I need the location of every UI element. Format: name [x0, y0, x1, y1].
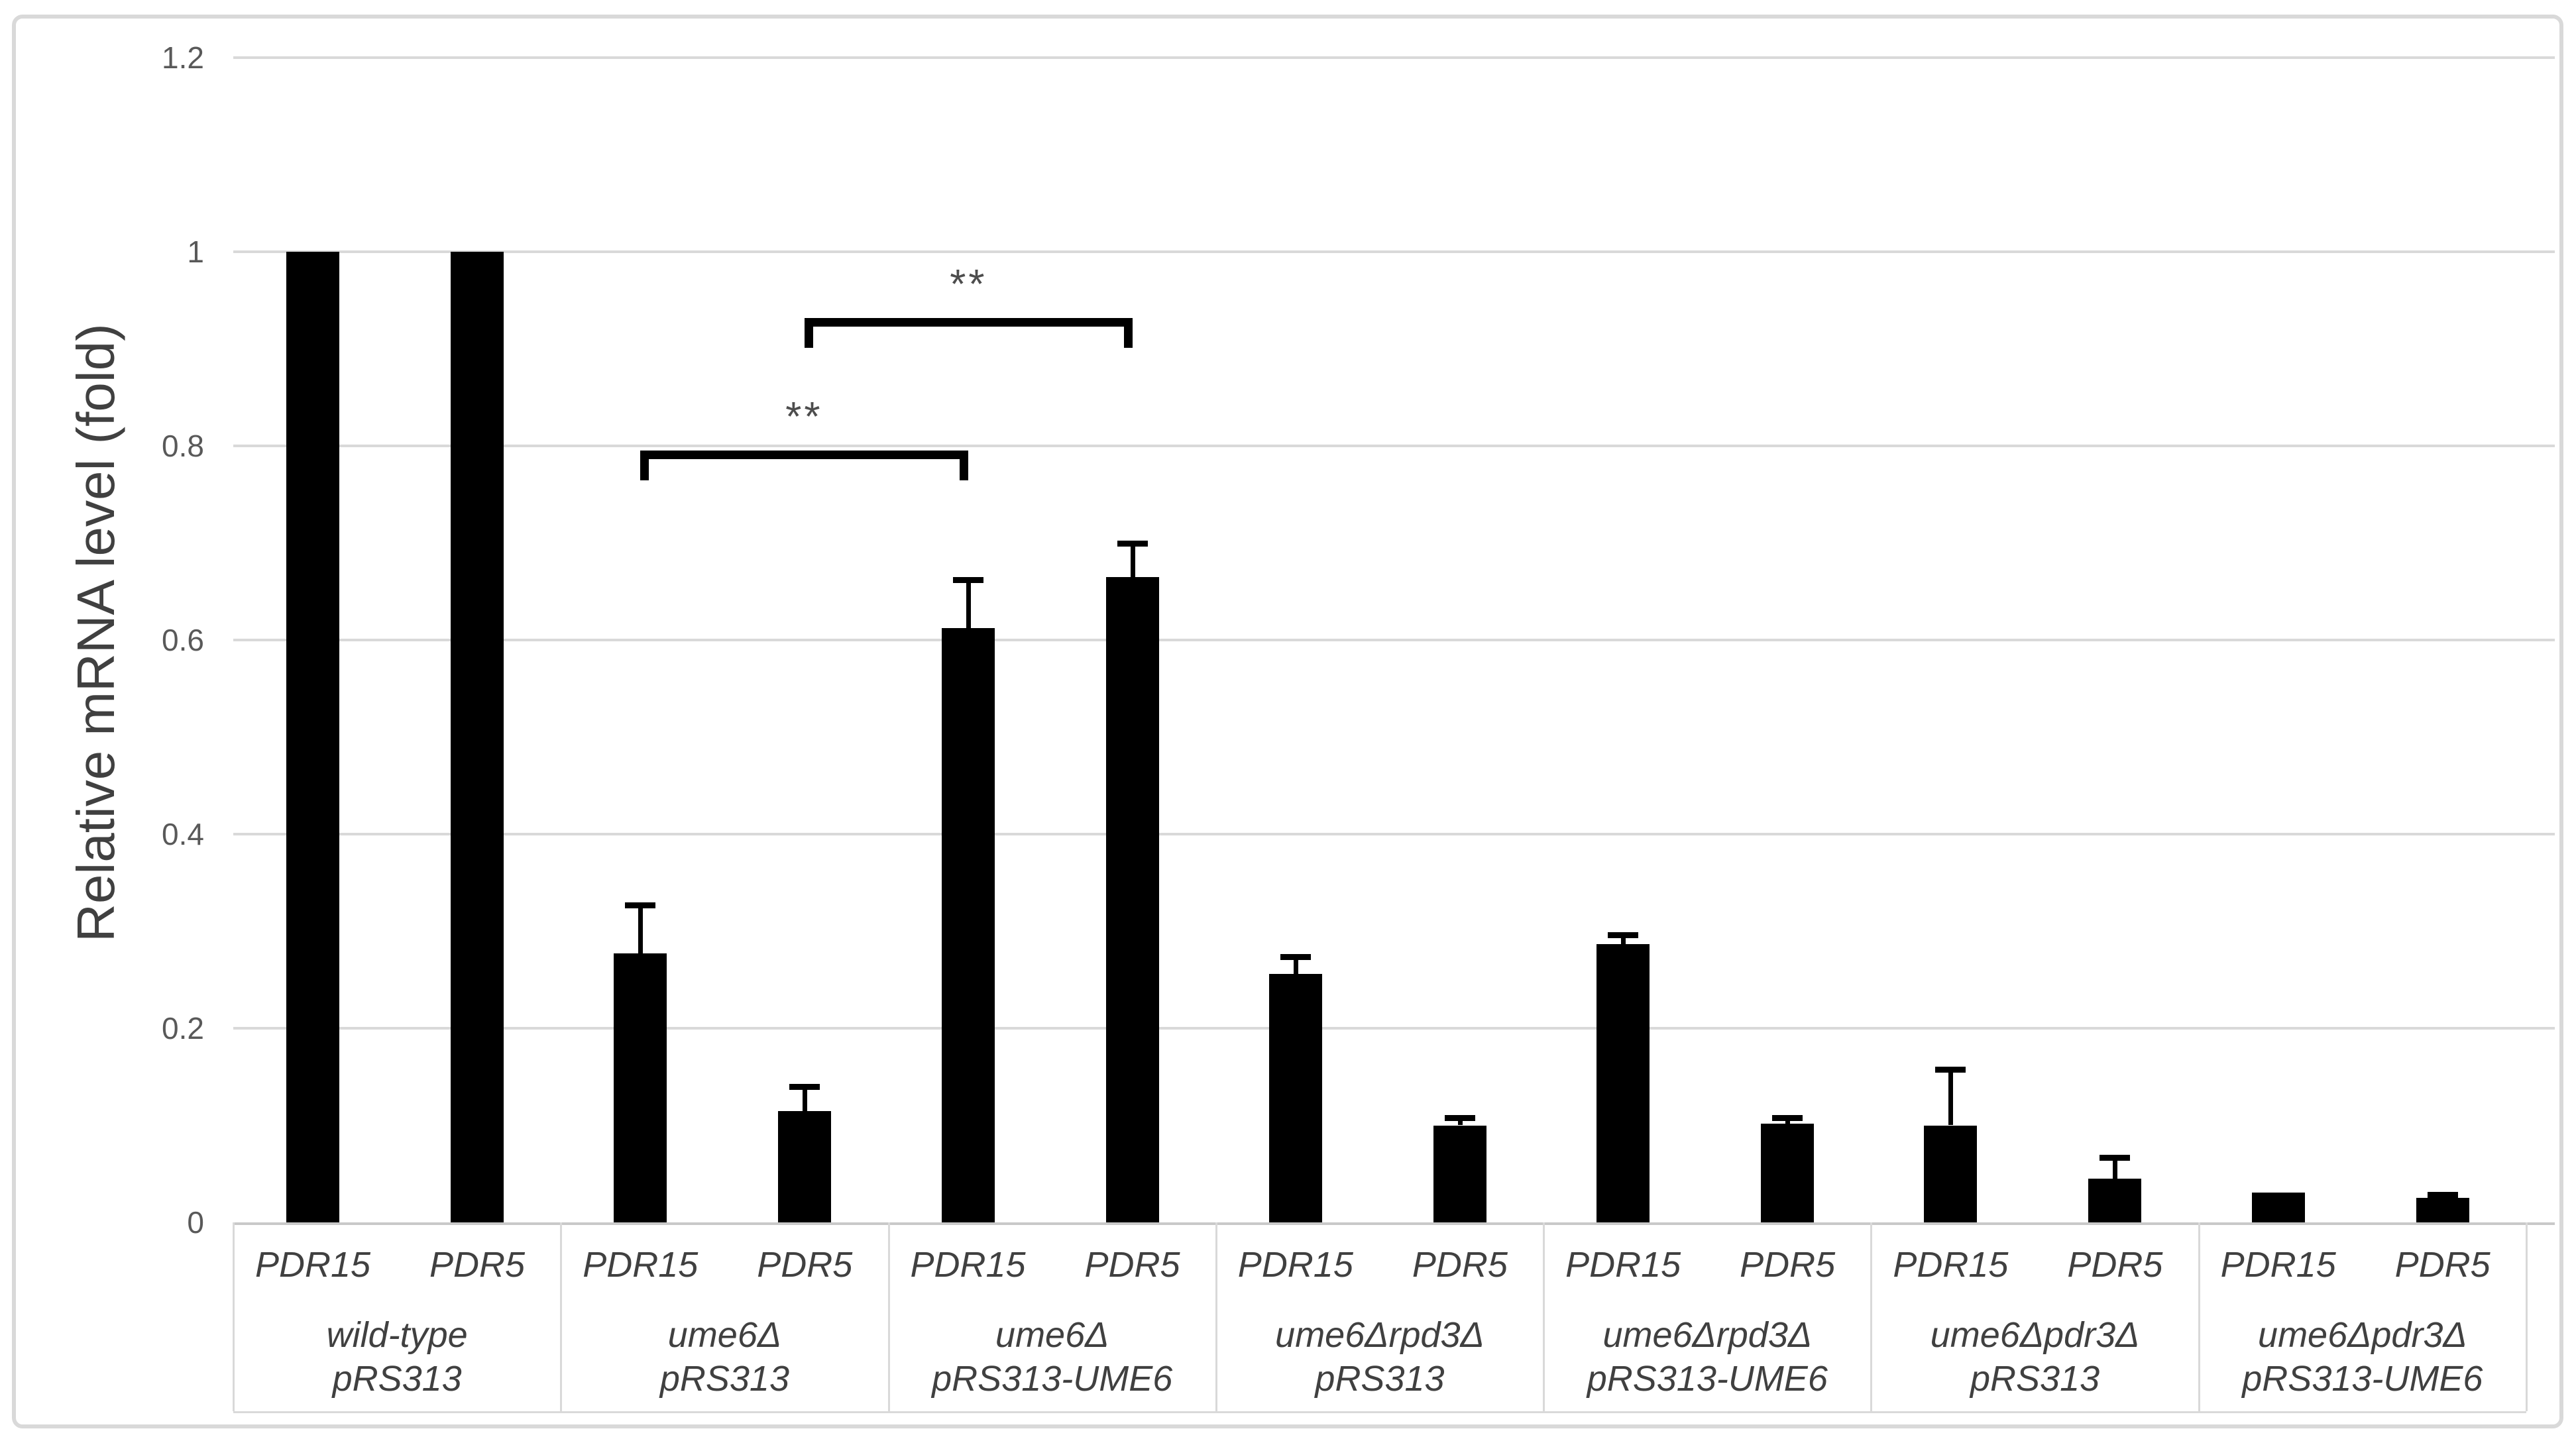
bar-PDR5-group6 — [2088, 1179, 2142, 1222]
bar-PDR5-group2 — [778, 1110, 832, 1222]
error-bar-PDR15-group3 — [966, 580, 971, 629]
strain-name: ume6Δ — [667, 1315, 782, 1355]
error-bar-cap-PDR5-group7 — [2427, 1191, 2458, 1198]
gridline-0.2 — [233, 1027, 2555, 1030]
strain-name: ume6Δpdr3Δ — [2258, 1315, 2467, 1355]
group-strain-label-1: wild-type pRS313 — [233, 1313, 561, 1401]
group-separator — [1543, 1222, 1545, 1411]
bar-PDR15-group7 — [2251, 1192, 2305, 1222]
bar-label-PDR15-group2: PDR15 — [583, 1245, 699, 1285]
bar-label-PDR15-group3: PDR15 — [910, 1245, 1026, 1285]
gridline-0.8 — [233, 445, 2555, 447]
group-separator — [1215, 1222, 1217, 1411]
bar-label-PDR15-group1: PDR15 — [254, 1245, 371, 1285]
bar-label-PDR15-group7: PDR15 — [2220, 1245, 2336, 1285]
significance-stars-1: ** — [785, 394, 823, 441]
y-tick-label-0.2: 0.2 — [162, 1011, 204, 1045]
error-bar-cap-PDR15-group5 — [1608, 932, 1639, 939]
label-band-bottom-border — [233, 1411, 2526, 1413]
plasmid-name: pRS313-UME6 — [2242, 1359, 2483, 1399]
bar-label-PDR15-group4: PDR15 — [1237, 1245, 1353, 1285]
error-bar-PDR15-group2 — [638, 904, 644, 954]
significance-bracket-2 — [805, 317, 1133, 348]
figure-border — [12, 15, 2563, 1428]
group-strain-label-7: ume6Δpdr3Δ pRS313-UME6 — [2199, 1313, 2526, 1401]
bar-label-PDR5-group5: PDR5 — [1740, 1245, 1836, 1285]
error-bar-cap-PDR15-group4 — [1280, 953, 1311, 960]
x-axis-line — [233, 1222, 2555, 1225]
group-strain-label-2: ume6Δ pRS313 — [561, 1313, 888, 1401]
bar-PDR15-group2 — [614, 953, 667, 1222]
error-bar-cap-PDR15-group3 — [952, 577, 983, 584]
bar-PDR5-group7 — [2416, 1198, 2469, 1222]
gridline-0.6 — [233, 639, 2555, 641]
group-strain-label-4: ume6Δrpd3Δ pRS313 — [1216, 1313, 1543, 1401]
group-strain-label-5: ume6Δrpd3Δ pRS313-UME6 — [1543, 1313, 1871, 1401]
plasmid-name: pRS313 — [659, 1359, 789, 1399]
error-bar-PDR15-group4 — [1293, 956, 1298, 974]
group-separator — [560, 1222, 563, 1411]
plasmid-name: pRS313 — [1315, 1359, 1445, 1399]
bar-label-PDR5-group3: PDR5 — [1084, 1245, 1180, 1285]
group-strain-label-6: ume6Δpdr3Δ pRS313 — [1871, 1313, 2198, 1401]
error-bar-PDR5-group6 — [2113, 1157, 2118, 1179]
strain-name: wild-type — [326, 1315, 468, 1355]
y-tick-label-1: 1 — [187, 235, 204, 269]
bar-PDR5-group3 — [1105, 576, 1159, 1222]
strain-name: ume6Δrpd3Δ — [1275, 1315, 1484, 1355]
gridline-0.4 — [233, 833, 2555, 835]
bar-PDR5-group1 — [451, 252, 504, 1222]
bar-PDR15-group4 — [1268, 973, 1322, 1222]
error-bar-PDR15-group5 — [1621, 935, 1626, 944]
strain-name: ume6Δpdr3Δ — [1930, 1315, 2140, 1355]
error-bar-cap-PDR5-group3 — [1117, 540, 1148, 547]
group-separator — [887, 1222, 890, 1411]
bar-PDR15-group3 — [941, 628, 995, 1222]
bar-label-PDR5-group6: PDR5 — [2067, 1245, 2163, 1285]
group-separator — [2526, 1222, 2528, 1411]
significance-stars-2: ** — [950, 261, 987, 307]
error-bar-cap-PDR5-group5 — [1772, 1114, 1803, 1121]
group-separator — [2198, 1222, 2200, 1411]
error-bar-cap-PDR5-group6 — [2100, 1154, 2131, 1161]
bar-PDR15-group1 — [286, 252, 339, 1222]
error-bar-PDR5-group3 — [1130, 543, 1135, 577]
bar-PDR15-group5 — [1596, 943, 1650, 1222]
group-separator — [233, 1222, 235, 1411]
error-bar-PDR5-group4 — [1457, 1117, 1463, 1126]
y-tick-label-0.4: 0.4 — [162, 817, 204, 851]
significance-bracket-1 — [640, 451, 968, 481]
plasmid-name: pRS313-UME6 — [932, 1359, 1173, 1399]
bar-PDR5-group4 — [1433, 1125, 1486, 1222]
bar-PDR5-group5 — [1761, 1123, 1815, 1222]
plasmid-name: pRS313 — [1970, 1359, 2100, 1399]
bar-label-PDR5-group2: PDR5 — [757, 1245, 853, 1285]
error-bar-cap-PDR5-group4 — [1444, 1114, 1475, 1121]
bar-PDR15-group6 — [1924, 1125, 1978, 1222]
gridline-1.2 — [233, 56, 2555, 59]
y-tick-label-1.2: 1.2 — [162, 40, 204, 75]
plasmid-name: pRS313 — [332, 1359, 462, 1399]
y-tick-label-0.6: 0.6 — [162, 623, 204, 657]
bar-label-PDR15-group5: PDR15 — [1565, 1245, 1681, 1285]
strain-name: ume6Δ — [995, 1315, 1109, 1355]
gridline-1 — [233, 250, 2555, 253]
error-bar-cap-PDR5-group2 — [789, 1083, 820, 1090]
error-bar-cap-PDR15-group2 — [625, 902, 656, 908]
group-strain-label-3: ume6Δ pRS313-UME6 — [889, 1313, 1216, 1401]
bar-label-PDR5-group1: PDR5 — [429, 1245, 526, 1285]
bar-label-PDR5-group7: PDR5 — [2394, 1245, 2491, 1285]
error-bar-cap-PDR15-group6 — [1935, 1066, 1966, 1073]
error-bar-PDR15-group6 — [1948, 1069, 1954, 1126]
y-tick-label-0.8: 0.8 — [162, 429, 204, 463]
group-separator — [1870, 1222, 1873, 1411]
bar-label-PDR5-group4: PDR5 — [1412, 1245, 1508, 1285]
strain-name: ume6Δrpd3Δ — [1602, 1315, 1813, 1355]
plasmid-name: pRS313-UME6 — [1587, 1359, 1828, 1399]
error-bar-PDR5-group2 — [803, 1086, 808, 1111]
bar-label-PDR15-group6: PDR15 — [1893, 1245, 2009, 1285]
y-tick-label-0: 0 — [187, 1205, 204, 1240]
